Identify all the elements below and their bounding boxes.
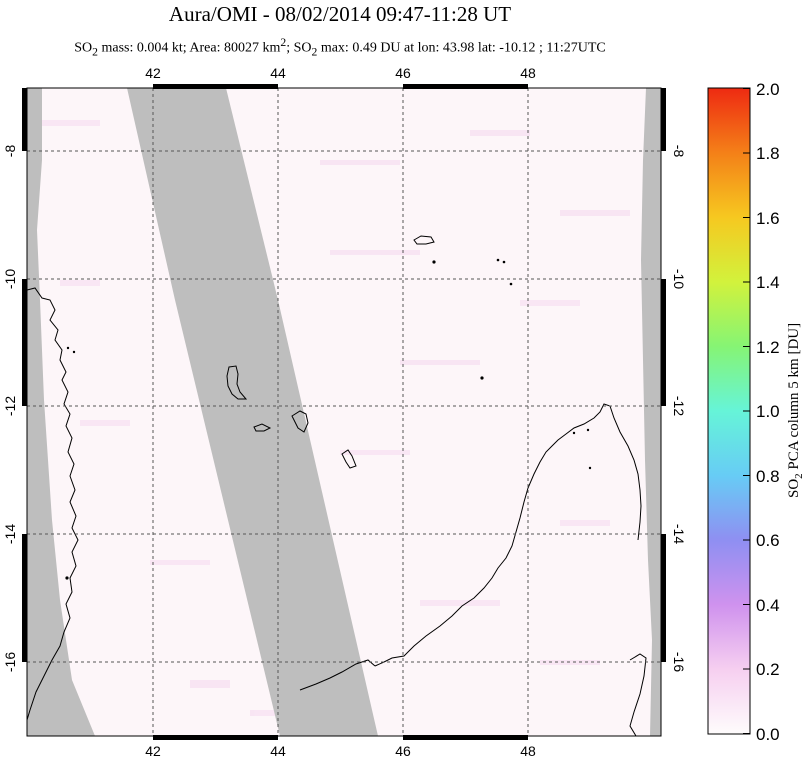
colorbar-label-2-0: 2.0 (756, 80, 780, 99)
lat-label-left-8: -8 (2, 145, 18, 158)
colorbar-label-0-8: 0.8 (756, 467, 780, 486)
colorbar-title: SO2 PCA column 5 km [DU] (786, 323, 805, 498)
colorbar-title-subscript: 2 (793, 473, 805, 479)
lon-label-top-48: 48 (520, 65, 536, 81)
subtitle-area-exponent: 2 (280, 36, 287, 49)
islets (65, 258, 592, 580)
colorbar-ticks (743, 88, 750, 734)
lat-label-left-12: -12 (2, 396, 18, 416)
map-frame (26, 87, 662, 737)
map-border-ticks (22, 84, 666, 740)
so2-field (27, 88, 661, 736)
colorbar-title-rest: PCA column 5 km [DU] (786, 323, 802, 473)
lon-label-bottom-44: 44 (270, 743, 286, 759)
subtitle-max-info: max: 0.49 DU at lon: 43.98 lat: -10.12 ;… (317, 40, 606, 56)
colorbar-label-0-6: 0.6 (756, 531, 780, 550)
colorbar-label-0-4: 0.4 (756, 596, 780, 615)
lon-label-top-44: 44 (270, 65, 286, 81)
lat-label-right-8: -8 (671, 145, 687, 158)
lon-label-bottom-46: 46 (395, 743, 411, 759)
lon-label-top-42: 42 (145, 65, 161, 81)
colorbar-label-0-2: 0.2 (756, 660, 780, 679)
lat-label-left-10: -10 (2, 269, 18, 289)
graticule (27, 88, 661, 736)
subtitle-mass-area: mass: 0.004 kt; Area: 80027 km (97, 40, 281, 56)
subtitle-so2-label: SO (74, 40, 93, 56)
subtitle-so2-label-2: SO (293, 40, 312, 56)
subtitle-so2-subscript-2: 2 (311, 45, 318, 59)
lat-label-right-14: -14 (671, 524, 687, 544)
subtitle-so2-subscript: 2 (92, 45, 98, 59)
data-gap-strips (27, 88, 661, 736)
coastlines (27, 235, 647, 736)
lat-label-left-14: -14 (2, 524, 18, 544)
map-subtitle: SO2 mass: 0.004 kt; Area: 80027 km2; SO2… (0, 36, 680, 58)
colorbar-title-so2: SO (786, 479, 802, 498)
lat-label-right-12: -12 (671, 396, 687, 416)
lat-label-left-16: -16 (2, 652, 18, 672)
colorbar-label-1-4: 1.4 (756, 273, 780, 292)
subtitle-separator: ; (286, 40, 294, 56)
lon-label-bottom-48: 48 (520, 743, 536, 759)
map-title: Aura/OMI - 08/02/2014 09:47-11:28 UT (168, 2, 512, 26)
colorbar-label-1-6: 1.6 (756, 209, 780, 228)
colorbar-label-1-2: 1.2 (756, 338, 780, 357)
colorbar-label-1-8: 1.8 (756, 144, 780, 163)
lon-label-top-46: 46 (395, 65, 411, 81)
colorbar-label-0-0: 0.0 (756, 725, 780, 744)
colorbar-label-1-0: 1.0 (756, 402, 780, 421)
lat-label-right-16: -16 (671, 652, 687, 672)
lat-label-right-10: -10 (671, 269, 687, 289)
lon-label-bottom-42: 42 (145, 743, 161, 759)
